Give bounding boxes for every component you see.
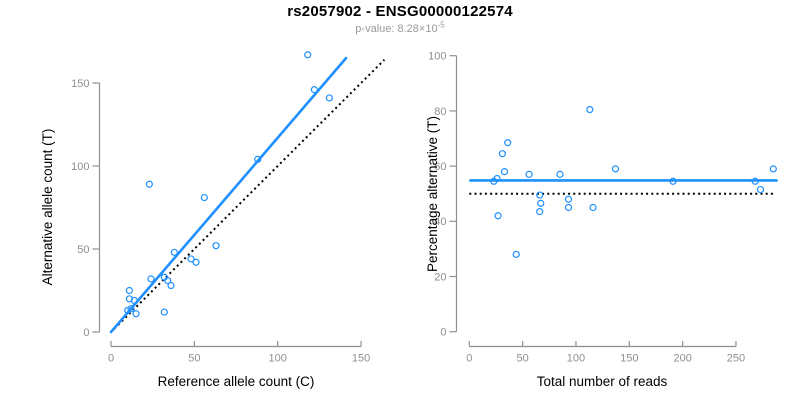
data-point xyxy=(498,150,506,158)
data-point xyxy=(160,308,168,316)
data-point xyxy=(537,199,545,207)
y-tick-label: 80 xyxy=(434,106,446,118)
y-tick-label: 100 xyxy=(428,51,446,63)
x-tick-label: 100 xyxy=(567,353,585,365)
data-point xyxy=(556,170,564,178)
data-point xyxy=(164,276,172,285)
y-tick-label: 40 xyxy=(434,216,446,228)
y-axis-title: Alternative allele count (T) xyxy=(40,129,55,286)
data-point xyxy=(200,193,208,202)
x-axis-title: Reference allele count (C) xyxy=(158,374,315,389)
data-point xyxy=(536,191,544,199)
data-point xyxy=(536,208,544,216)
data-point xyxy=(512,250,520,259)
data-point xyxy=(500,168,509,176)
data-point xyxy=(192,258,200,266)
data-point xyxy=(564,203,573,212)
x-tick-label: 200 xyxy=(673,353,691,365)
x-tick-label: 50 xyxy=(188,353,200,365)
data-point xyxy=(493,174,501,183)
x-tick-label: 150 xyxy=(620,353,638,365)
figure-subtitle: p-value: 8.28×10-5 xyxy=(0,20,800,35)
y-tick-label: 150 xyxy=(71,78,89,90)
data-point xyxy=(756,185,765,194)
data-point xyxy=(254,155,262,163)
data-point xyxy=(504,139,512,147)
data-point xyxy=(769,165,777,173)
x-tick-label: 150 xyxy=(352,353,370,365)
data-point xyxy=(145,180,153,188)
data-point xyxy=(586,105,594,114)
data-point xyxy=(589,203,597,212)
y-tick-label: 20 xyxy=(434,271,446,283)
data-point xyxy=(130,296,138,305)
pvalue-exponent: -5 xyxy=(437,20,445,30)
identity-line xyxy=(113,59,386,330)
data-point xyxy=(132,310,140,318)
x-tick-label: 0 xyxy=(466,353,472,365)
data-point xyxy=(325,94,333,102)
x-tick-label: 250 xyxy=(727,353,745,365)
data-point xyxy=(669,177,677,185)
y-tick-label: 50 xyxy=(77,244,89,256)
data-point xyxy=(167,281,175,290)
y-tick-label: 0 xyxy=(83,327,89,339)
left-scatter-panel: 0 50 100 150 0 50 100 150 Reference allele count… xyxy=(40,51,386,389)
y-tick-label: 60 xyxy=(434,161,446,173)
x-tick-label: 100 xyxy=(269,353,287,365)
data-point xyxy=(310,86,318,94)
data-point xyxy=(187,255,195,263)
pvalue-text: p-value: 8.28×10 xyxy=(355,23,438,35)
x-tick-label: 0 xyxy=(108,353,114,365)
data-point xyxy=(125,286,133,295)
figure-title: rs2057902 - ENSG00000122574 xyxy=(287,3,513,20)
data-point xyxy=(494,212,502,220)
y-tick-label: 0 xyxy=(440,327,446,339)
y-tick-label: 100 xyxy=(71,161,89,173)
x-tick-label: 50 xyxy=(517,353,529,365)
data-point xyxy=(127,305,135,313)
data-point xyxy=(147,275,155,283)
right-scatter-panel: 0 20 40 60 80 100 0 50 100 150 200 250 Total number … xyxy=(425,51,778,389)
x-axis-title: Total number of reads xyxy=(537,374,668,389)
y-axis-title: Percentage alternative (T) xyxy=(425,116,440,272)
data-point xyxy=(525,170,533,178)
data-point xyxy=(304,51,312,59)
regression-line xyxy=(109,56,348,334)
data-point xyxy=(212,242,220,250)
data-point xyxy=(751,177,759,185)
data-point xyxy=(611,165,620,173)
data-point xyxy=(170,248,178,256)
data-point xyxy=(564,195,573,203)
